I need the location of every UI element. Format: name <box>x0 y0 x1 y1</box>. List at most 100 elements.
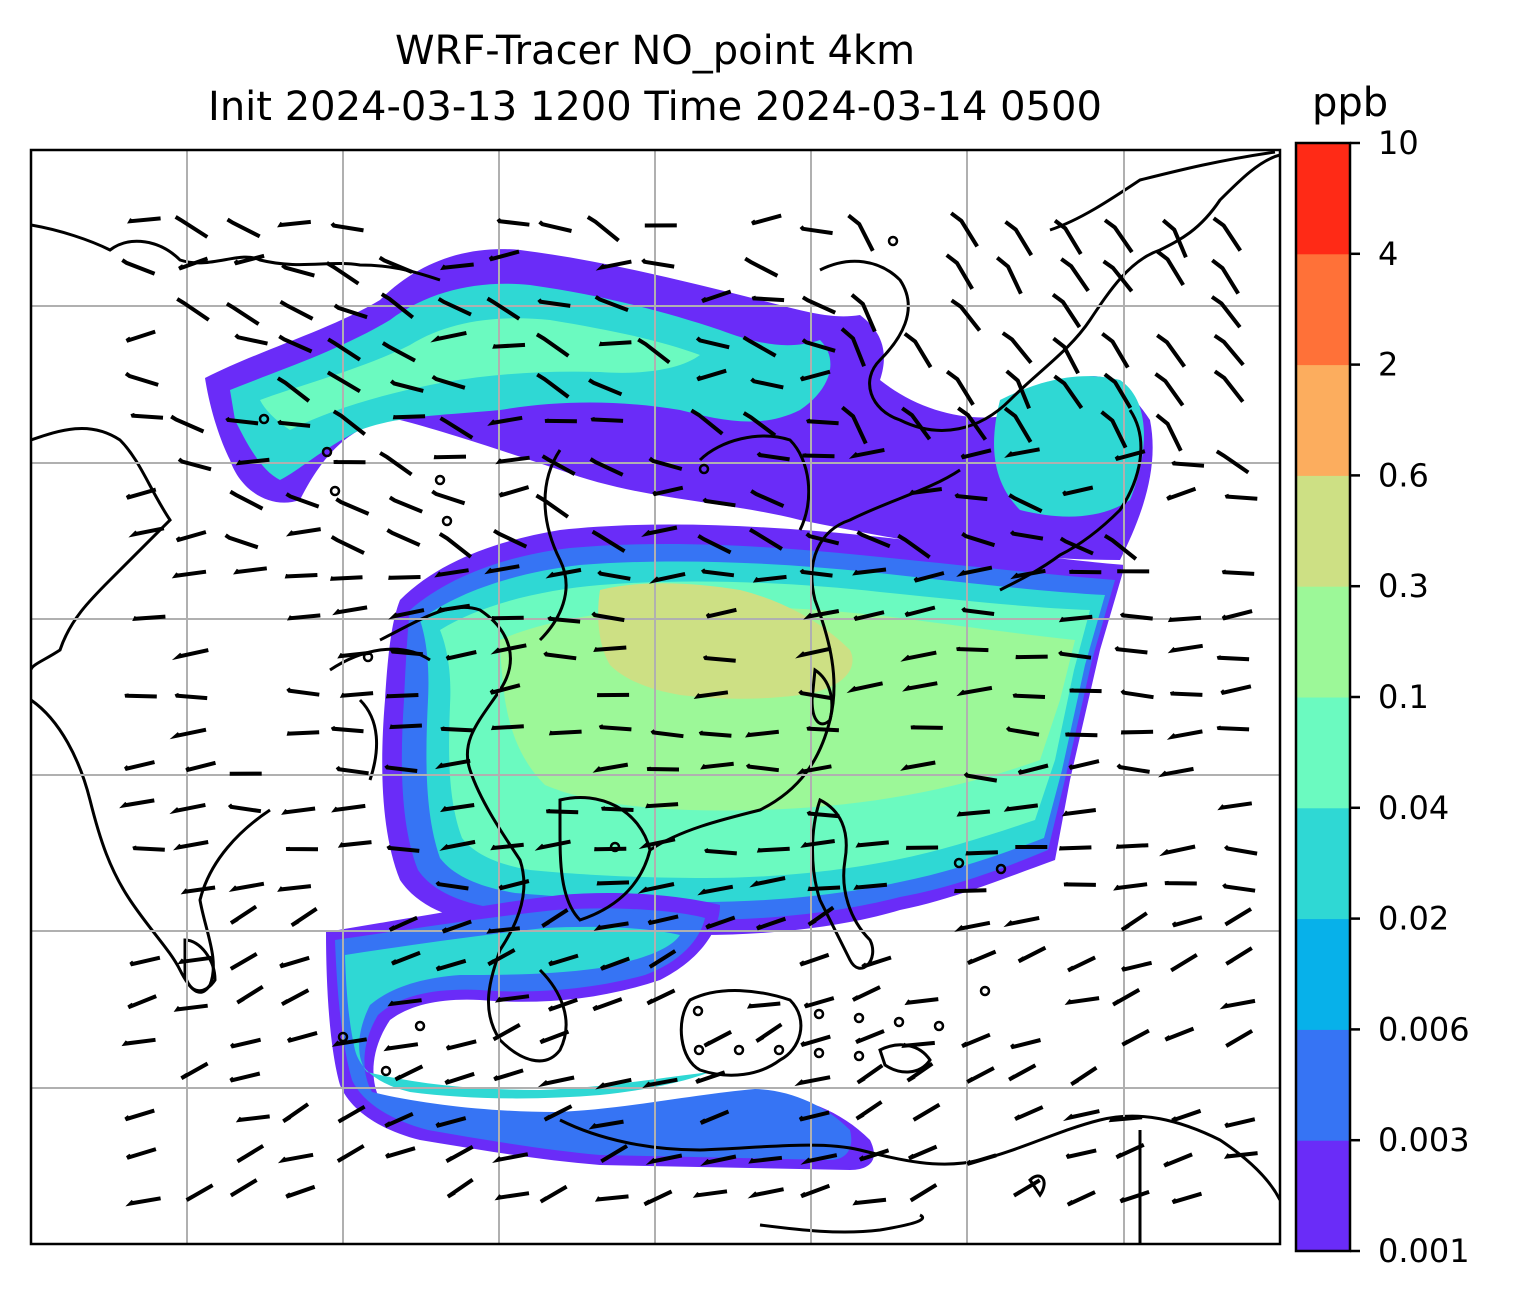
wind-barb <box>1061 808 1097 817</box>
wind-barb <box>175 530 207 543</box>
wind-barb <box>435 1116 467 1128</box>
wind-barb <box>961 532 996 548</box>
wind-barb <box>905 845 939 850</box>
plume-main-yellow <box>598 583 853 699</box>
wind-barb <box>445 1039 477 1051</box>
wind-barb <box>337 650 372 659</box>
tracer-field <box>205 249 1153 1170</box>
wind-barb <box>543 651 577 661</box>
wind-barb <box>641 525 678 537</box>
calm-wind-marker <box>853 1012 865 1024</box>
wind-barb <box>1010 568 1046 580</box>
wind-barb <box>752 574 787 583</box>
wind-barb <box>807 905 835 927</box>
wind-barb <box>384 764 418 773</box>
wind-barb <box>1224 844 1258 856</box>
wind-barb <box>746 1001 781 1009</box>
wind-barb <box>491 615 524 621</box>
wind-barb <box>748 1155 783 1164</box>
calm-wind-marker <box>258 413 270 425</box>
wind-barb <box>331 803 366 813</box>
wind-barb <box>486 296 521 321</box>
wind-barb <box>1219 998 1256 1010</box>
wind-barb <box>486 926 521 934</box>
wind-barb <box>290 907 318 928</box>
wind-barb <box>543 1104 573 1122</box>
wind-barb <box>705 915 736 930</box>
wind-barb <box>330 575 363 581</box>
wind-barb <box>1120 911 1148 932</box>
wind-barb <box>174 215 209 239</box>
wind-barb <box>235 1114 270 1123</box>
wind-barb <box>277 219 312 228</box>
wind-barb <box>589 457 624 477</box>
wind-barb <box>858 1148 890 1162</box>
colorbar-segment <box>1296 253 1350 366</box>
wind-barb <box>1067 955 1096 973</box>
wind-barb <box>537 298 571 308</box>
wind-barb <box>337 840 372 848</box>
wind-barb <box>171 648 209 661</box>
wind-barb <box>229 952 258 971</box>
wind-barb <box>637 882 675 894</box>
wind-barb <box>177 457 212 472</box>
colorbar-tick-label: 0.04 <box>1378 789 1449 827</box>
wind-barb <box>1164 880 1197 886</box>
wind-barb <box>1069 569 1102 575</box>
wind-barb <box>125 329 156 343</box>
wind-barb <box>335 497 370 516</box>
wind-barb <box>1005 726 1040 737</box>
wind-barb <box>544 418 577 424</box>
wind-barb <box>235 457 270 466</box>
wind-barb <box>1065 732 1098 738</box>
wind-barb <box>326 370 361 394</box>
wind-barb <box>601 806 634 812</box>
wind-barb <box>494 994 530 1003</box>
wind-barb <box>588 378 623 397</box>
calm-wind-marker <box>813 1008 825 1020</box>
wind-barb <box>431 374 466 390</box>
wind-barb <box>595 1077 632 1090</box>
wind-barb <box>126 1147 157 1160</box>
wind-barb <box>852 567 887 576</box>
wind-barb <box>433 454 467 460</box>
wind-barb <box>383 1042 419 1052</box>
wind-barb <box>645 802 679 809</box>
map-frame <box>29 148 1282 1246</box>
wind-barb <box>593 645 627 653</box>
wind-barb <box>541 454 576 476</box>
wind-barb <box>281 263 315 278</box>
wind-barb <box>1052 336 1080 375</box>
wind-barb <box>388 575 421 580</box>
wind-barb <box>492 528 528 549</box>
wind-barb <box>229 904 258 925</box>
wind-barb <box>174 692 208 701</box>
colorbar-tick-label: 2 <box>1378 346 1398 384</box>
wind-barb <box>1015 845 1048 849</box>
wind-barb <box>600 956 630 971</box>
wind-barb <box>907 1144 938 1161</box>
wind-barb <box>646 766 680 772</box>
wind-barb <box>649 571 686 584</box>
wind-barb <box>1115 843 1149 849</box>
wind-barb <box>591 611 625 623</box>
wind-barb <box>756 451 790 462</box>
wind-barb <box>745 729 780 738</box>
wind-barb <box>536 372 570 399</box>
wind-barb <box>435 958 467 972</box>
wind-barb <box>1100 410 1128 449</box>
wind-barb <box>176 297 210 322</box>
wind-barb <box>1167 615 1202 623</box>
wind-barb <box>1003 406 1033 444</box>
wind-barb <box>956 809 991 817</box>
wind-barb <box>747 1187 784 1199</box>
wind-barb <box>903 332 933 369</box>
wind-barb <box>704 848 737 856</box>
calm-wind-marker <box>995 863 1007 875</box>
wind-barb <box>954 920 991 932</box>
wind-barb <box>855 1029 885 1045</box>
wind-barb <box>945 253 974 290</box>
wind-barb <box>1159 844 1196 857</box>
wind-barb <box>1221 609 1253 621</box>
